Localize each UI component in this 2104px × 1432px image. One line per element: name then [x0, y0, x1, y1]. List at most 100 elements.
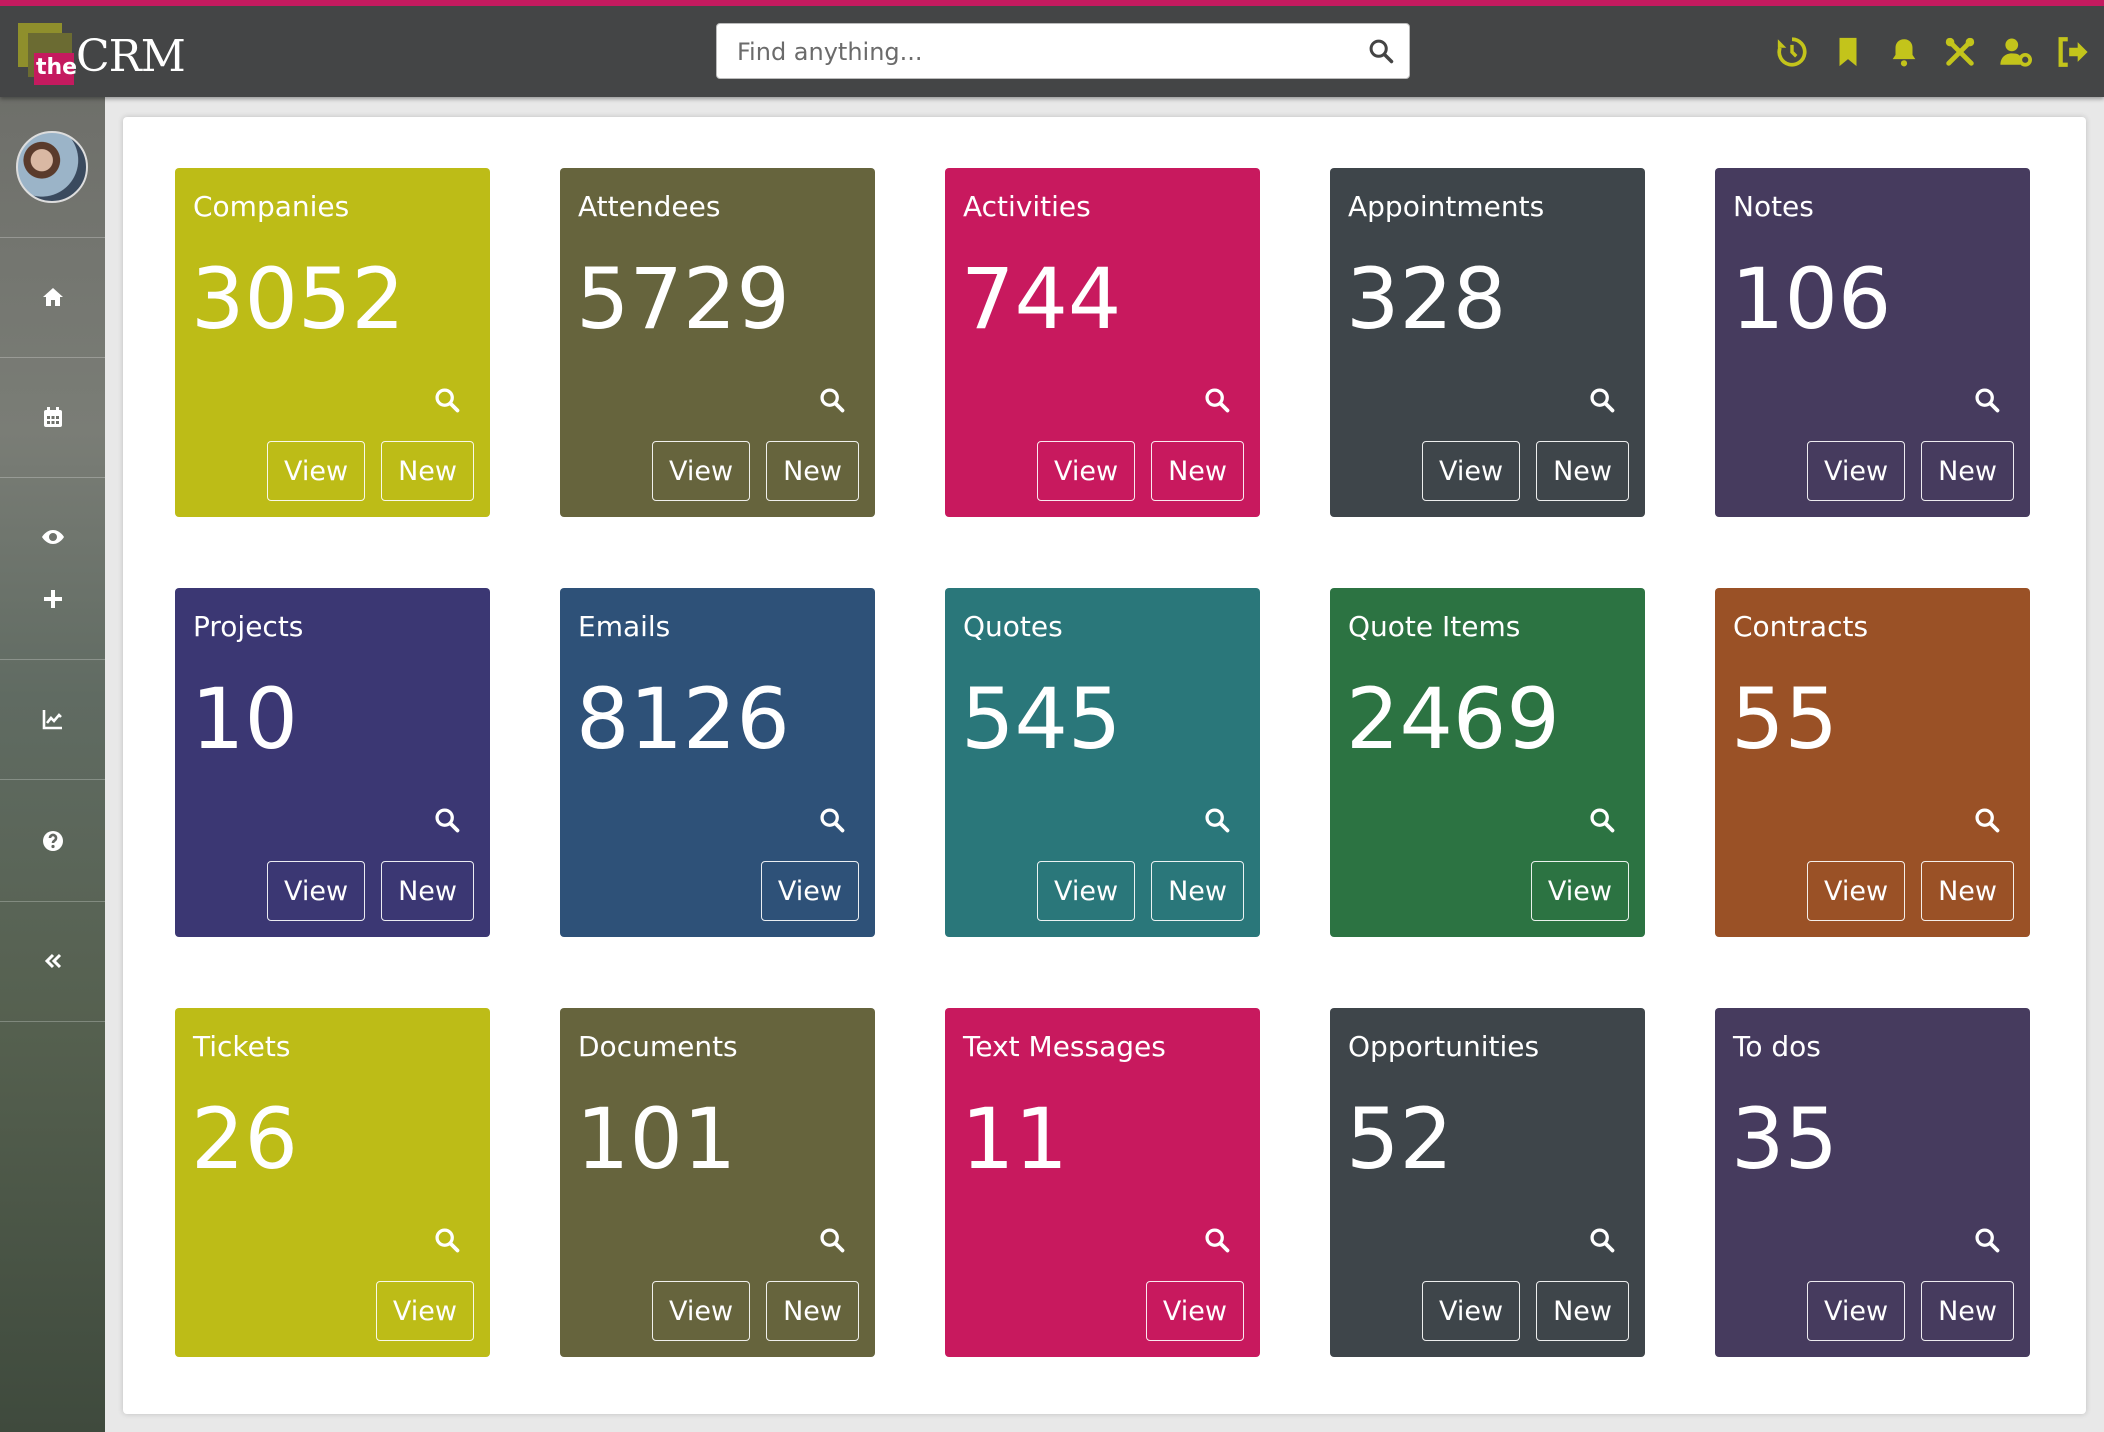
- view-button[interactable]: View: [652, 441, 751, 501]
- view-button[interactable]: View: [1422, 1281, 1521, 1341]
- sidebar-item-watch[interactable]: [0, 507, 105, 567]
- search-icon[interactable]: [433, 386, 461, 414]
- tile-title: Quotes: [963, 610, 1063, 643]
- view-button[interactable]: View: [760, 861, 859, 921]
- new-button[interactable]: New: [381, 861, 474, 921]
- tile-count: 10: [191, 670, 298, 768]
- tile-count: 2469: [1346, 670, 1560, 768]
- crm-logo[interactable]: the CRM: [18, 23, 198, 87]
- tile-count: 8126: [576, 670, 790, 768]
- view-button[interactable]: View: [652, 1281, 751, 1341]
- new-button[interactable]: New: [381, 441, 474, 501]
- tile-title: Appointments: [1348, 190, 1545, 223]
- tools-icon[interactable]: [1942, 34, 1978, 70]
- view-button[interactable]: View: [1037, 861, 1136, 921]
- search-icon[interactable]: [1588, 1226, 1616, 1254]
- sidebar-item-help[interactable]: [0, 811, 105, 871]
- tile-title: Emails: [578, 610, 671, 643]
- tile-title: Notes: [1733, 190, 1814, 223]
- tile-opportunities: Opportunities 52 View New: [1330, 1008, 1645, 1357]
- tile-title: Quote Items: [1348, 610, 1521, 643]
- new-button[interactable]: New: [1921, 1281, 2014, 1341]
- new-button[interactable]: New: [1921, 441, 2014, 501]
- home-icon: [42, 288, 63, 306]
- search-icon[interactable]: [1203, 1226, 1231, 1254]
- tile-actions: View: [1145, 1281, 1244, 1341]
- view-button[interactable]: View: [1037, 441, 1136, 501]
- search-icon[interactable]: [818, 1226, 846, 1254]
- sidebar-divider: [0, 357, 105, 358]
- new-button[interactable]: New: [1151, 441, 1244, 501]
- tile-appointments: Appointments 328 View New: [1330, 168, 1645, 517]
- tile-count: 3052: [191, 250, 405, 348]
- search-icon[interactable]: [1588, 806, 1616, 834]
- sidebar-item-home[interactable]: [0, 267, 105, 327]
- plus-icon: [43, 590, 62, 608]
- tile-text-messages: Text Messages 11 View: [945, 1008, 1260, 1357]
- tile-title: Attendees: [578, 190, 721, 223]
- view-button[interactable]: View: [1807, 1281, 1906, 1341]
- search-icon[interactable]: [1588, 386, 1616, 414]
- view-button[interactable]: View: [1807, 441, 1906, 501]
- search-icon[interactable]: [1973, 1226, 2001, 1254]
- tile-title: To dos: [1733, 1030, 1821, 1063]
- top-bar: the CRM: [0, 0, 2104, 97]
- tile-count: 545: [961, 670, 1122, 768]
- view-button[interactable]: View: [267, 441, 366, 501]
- eye-icon: [41, 530, 64, 544]
- search-icon[interactable]: [1203, 806, 1231, 834]
- sidebar-item-calendar[interactable]: [0, 387, 105, 447]
- view-button[interactable]: View: [375, 1281, 474, 1341]
- tile-actions: View New: [1807, 1281, 2014, 1341]
- tile-title: Activities: [963, 190, 1091, 223]
- help-icon: [42, 831, 63, 851]
- tile-contracts: Contracts 55 View New: [1715, 588, 2030, 937]
- view-button[interactable]: View: [1422, 441, 1521, 501]
- view-button[interactable]: View: [1530, 861, 1629, 921]
- tile-activities: Activities 744 View New: [945, 168, 1260, 517]
- new-button[interactable]: New: [1921, 861, 2014, 921]
- logout-icon[interactable]: [2054, 34, 2090, 70]
- new-button[interactable]: New: [1536, 1281, 1629, 1341]
- search-icon[interactable]: [433, 806, 461, 834]
- view-button[interactable]: View: [1145, 1281, 1244, 1341]
- tile-actions: View New: [267, 861, 474, 921]
- view-button[interactable]: View: [1807, 861, 1906, 921]
- sidebar-item-reports[interactable]: [0, 689, 105, 749]
- search-icon[interactable]: [1367, 37, 1395, 65]
- collapse-icon: [44, 953, 61, 969]
- new-button[interactable]: New: [1151, 861, 1244, 921]
- tile-count: 744: [961, 250, 1122, 348]
- logo-name: CRM: [76, 31, 186, 82]
- search-icon[interactable]: [818, 806, 846, 834]
- tile-count: 328: [1346, 250, 1507, 348]
- header-actions: [1774, 34, 2090, 70]
- tile-count: 106: [1731, 250, 1892, 348]
- tile-count: 52: [1346, 1090, 1453, 1188]
- tile-projects: Projects 10 View New: [175, 588, 490, 937]
- search-box: [716, 23, 1410, 80]
- tile-title: Tickets: [193, 1030, 291, 1063]
- sidebar-collapse-button[interactable]: [0, 931, 105, 991]
- search-icon[interactable]: [1203, 386, 1231, 414]
- view-button[interactable]: View: [267, 861, 366, 921]
- avatar[interactable]: [16, 131, 88, 203]
- search-input[interactable]: [735, 24, 1339, 80]
- history-icon[interactable]: [1774, 34, 1810, 70]
- new-button[interactable]: New: [766, 1281, 859, 1341]
- sidebar-item-add[interactable]: [0, 569, 105, 629]
- search-icon[interactable]: [818, 386, 846, 414]
- tile-quotes: Quotes 545 View New: [945, 588, 1260, 937]
- tile-count: 35: [1731, 1090, 1838, 1188]
- bell-icon[interactable]: [1886, 34, 1922, 70]
- search-icon[interactable]: [1973, 386, 2001, 414]
- search-icon[interactable]: [1973, 806, 2001, 834]
- tile-notes: Notes 106 View New: [1715, 168, 2030, 517]
- new-button[interactable]: New: [766, 441, 859, 501]
- calendar-icon: [43, 407, 62, 427]
- tile-actions: View New: [1422, 441, 1629, 501]
- user-settings-icon[interactable]: [1998, 34, 2034, 70]
- new-button[interactable]: New: [1536, 441, 1629, 501]
- bookmark-icon[interactable]: [1830, 34, 1866, 70]
- search-icon[interactable]: [433, 1226, 461, 1254]
